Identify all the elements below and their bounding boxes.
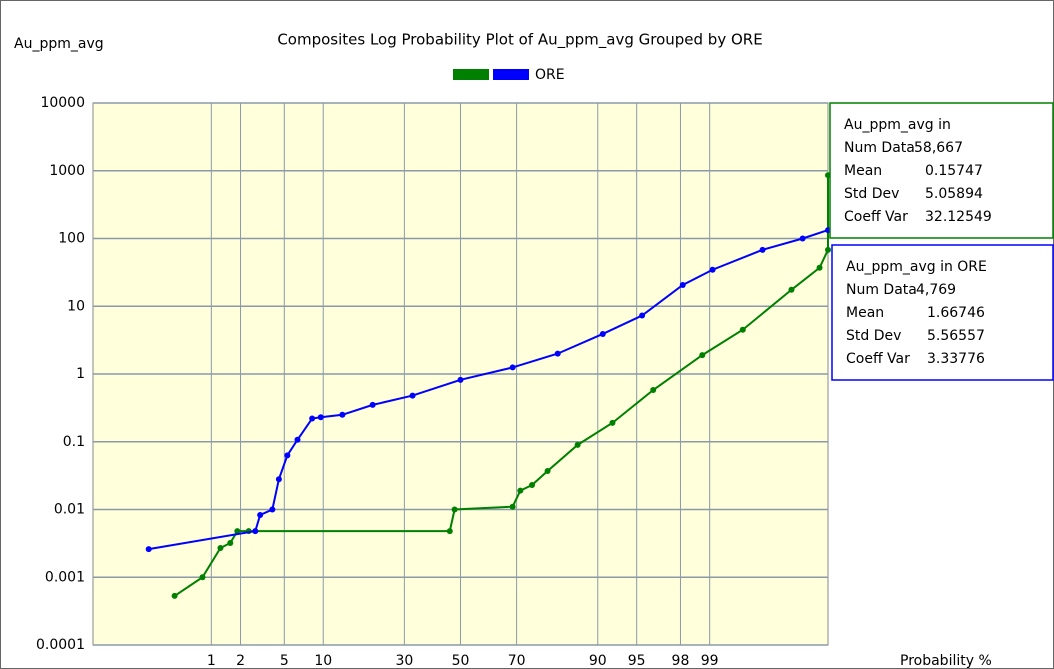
data-point: [446, 528, 453, 535]
x-tick-label: 98: [672, 653, 690, 669]
y-tick-label: 1000: [49, 163, 85, 179]
x-tick-label: 70: [508, 653, 526, 669]
y-tick-label: 100: [58, 231, 85, 247]
series-line: [148, 229, 829, 551]
stats-label: Coeff Var: [846, 351, 910, 367]
stats-label: Mean: [846, 305, 884, 321]
x-tick-label: 5: [280, 653, 289, 669]
data-point: [509, 503, 516, 510]
y-axis-label: Au_ppm_avg: [14, 36, 104, 52]
x-tick-label: 95: [628, 653, 646, 669]
data-point: [269, 506, 276, 513]
y-tick-label: 10000: [40, 95, 85, 111]
data-point: [509, 364, 516, 371]
x-axis-label: Probability %: [900, 653, 992, 669]
stats-label: Mean: [844, 163, 882, 179]
stats-value: 1.66746: [927, 305, 985, 321]
data-point: [199, 574, 206, 581]
stats-label: Std Dev: [844, 186, 899, 202]
data-point: [275, 476, 282, 483]
legend-swatch: [453, 69, 489, 80]
y-tick-label: 1: [76, 366, 85, 382]
data-point: [257, 511, 264, 518]
stats-value: 32.12549: [925, 209, 992, 225]
data-point: [574, 441, 581, 448]
data-point: [517, 487, 524, 494]
data-point: [409, 392, 416, 399]
data-point: [759, 246, 766, 253]
x-tick-label: 10: [314, 653, 332, 669]
data-point: [234, 528, 241, 535]
y-tick-label: 0.0001: [36, 637, 85, 653]
stats-box: [829, 102, 1054, 239]
legend-label: ORE: [535, 67, 565, 83]
data-point: [544, 468, 551, 475]
data-point: [650, 387, 657, 394]
stats-title: Au_ppm_avg in ORE: [846, 259, 987, 275]
data-point: [599, 330, 606, 337]
x-tick-label: 50: [452, 653, 470, 669]
x-tick-label: 2: [236, 653, 245, 669]
stats-label: Coeff Var: [844, 209, 908, 225]
stats-value: 5.56557: [927, 328, 985, 344]
stats-value: 58,667: [914, 140, 963, 156]
stats-title: Au_ppm_avg in: [844, 117, 951, 133]
data-point: [739, 326, 746, 333]
data-point: [799, 235, 806, 242]
stats-value: 0.15747: [925, 163, 983, 179]
y-tick-label: 0.01: [54, 502, 85, 518]
x-tick-label: 1: [207, 653, 216, 669]
legend-swatch: [493, 69, 529, 80]
data-point: [284, 452, 291, 459]
stats-label: Std Dev: [846, 328, 901, 344]
data-point: [609, 419, 616, 426]
stats-value: 5.05894: [925, 186, 983, 202]
data-point: [457, 376, 464, 383]
chart-title: Composites Log Probability Plot of Au_pp…: [277, 31, 762, 50]
stats-label: Num Data: [844, 140, 915, 156]
data-point: [825, 246, 831, 253]
data-point: [451, 506, 458, 513]
data-point: [145, 546, 152, 553]
data-point: [554, 350, 561, 357]
y-tick-label: 0.1: [63, 434, 85, 450]
data-point: [788, 286, 795, 293]
data-point: [227, 540, 234, 547]
data-point: [679, 281, 686, 288]
data-point: [294, 436, 301, 443]
stats-value: 4,769: [916, 282, 956, 298]
data-point: [699, 352, 706, 359]
stats-value: 3.33776: [927, 351, 985, 367]
data-point: [816, 264, 823, 271]
data-point: [309, 415, 316, 422]
data-point: [369, 401, 376, 408]
x-tick-label: 99: [701, 653, 719, 669]
data-point: [217, 545, 224, 552]
data-point: [709, 266, 716, 273]
x-tick-label: 90: [589, 653, 607, 669]
stats-box: [831, 244, 1054, 381]
data-point: [639, 312, 646, 319]
data-point: [317, 414, 324, 421]
data-point: [171, 592, 178, 599]
x-tick-label: 30: [395, 653, 413, 669]
y-tick-label: 10: [67, 298, 85, 314]
data-point: [252, 528, 259, 535]
stats-label: Num Data: [846, 282, 917, 298]
y-tick-label: 0.001: [45, 569, 85, 585]
data-point: [529, 481, 536, 488]
data-point: [339, 411, 346, 418]
